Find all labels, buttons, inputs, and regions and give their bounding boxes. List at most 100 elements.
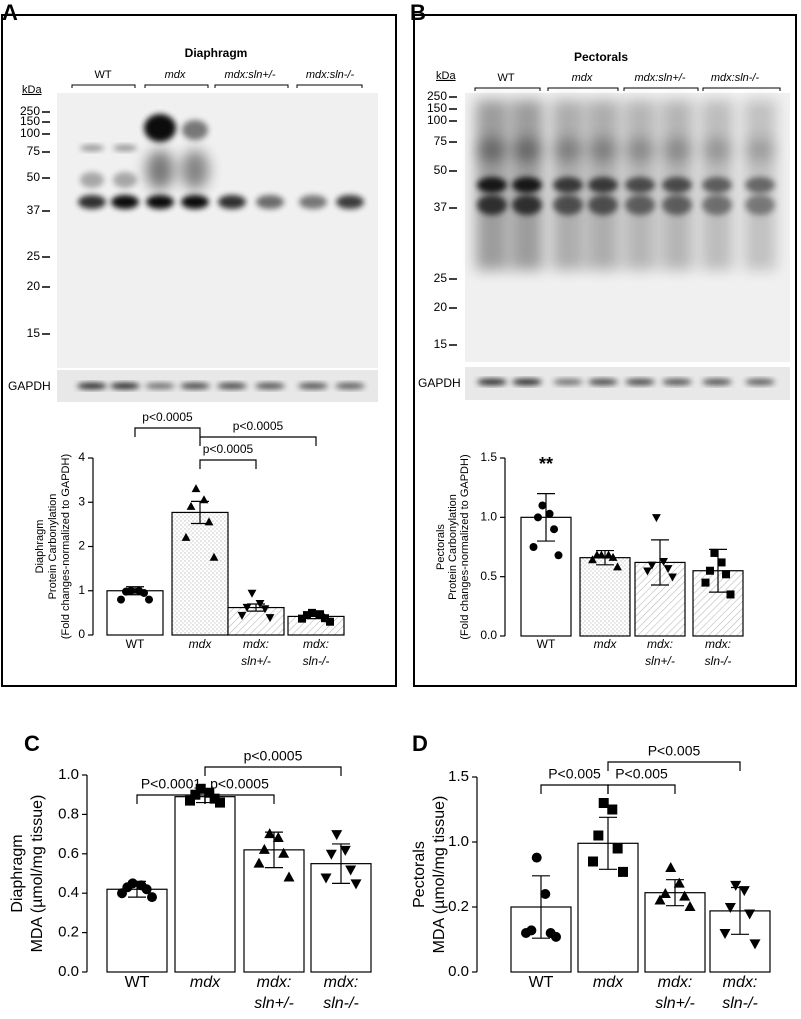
mw-marker-label: 37	[434, 200, 448, 214]
data-point	[278, 847, 290, 858]
data-point	[255, 599, 265, 608]
data-point	[612, 843, 623, 854]
lane-group-label: WT	[497, 72, 514, 84]
data-point	[242, 603, 252, 612]
bar	[227, 606, 285, 636]
data-point	[521, 928, 531, 938]
mw-marker-label: 20	[434, 300, 448, 314]
blot-band	[255, 383, 285, 389]
lane-group-bracket	[623, 87, 699, 91]
lane-group-label: mdx	[165, 69, 186, 81]
blot-band	[146, 195, 174, 209]
data-point	[592, 550, 602, 559]
blot-band	[589, 138, 617, 162]
blot-band	[113, 172, 137, 188]
data-point	[679, 890, 691, 901]
x-tick-label: WT	[537, 637, 556, 651]
data-point	[253, 857, 265, 868]
x-tick-label: mdx:	[723, 974, 758, 991]
x-tick-label: sln+/-	[655, 995, 695, 1012]
kda-label: kDa	[22, 84, 42, 96]
blot-band	[626, 138, 654, 162]
data-point	[538, 501, 547, 510]
data-point	[749, 939, 761, 950]
blot-band	[145, 383, 175, 389]
panel-letter: B	[410, 0, 426, 25]
x-tick-label: mdx	[593, 974, 624, 991]
data-point	[607, 804, 618, 815]
bar	[106, 590, 164, 636]
blot-band	[745, 195, 775, 215]
blot-band	[298, 383, 328, 389]
data-point	[308, 608, 316, 617]
data-point	[663, 565, 673, 574]
error-bar	[651, 539, 669, 586]
y-tick-label: 0	[78, 627, 85, 641]
mw-marker-label: 37	[27, 203, 41, 217]
x-tick-label: mdx	[594, 637, 618, 651]
mw-marker-label: 25	[434, 271, 448, 285]
y-tick-label: 1.0	[58, 766, 79, 783]
data-point	[673, 877, 685, 888]
blot-band	[477, 379, 507, 385]
data-point	[531, 852, 542, 863]
y-tick-label: 0.5	[480, 569, 497, 583]
mw-marker-label: 150	[20, 114, 40, 128]
panel-letter: C	[24, 731, 40, 756]
blot-band	[336, 195, 364, 209]
significance-bracket	[540, 784, 609, 794]
x-tick-label: sln+/-	[241, 654, 271, 668]
data-point	[724, 903, 736, 913]
x-tick-label: sln-/-	[303, 654, 330, 668]
blot-band	[625, 379, 655, 385]
data-point	[717, 558, 726, 567]
lane-group-bracket	[296, 84, 363, 88]
mw-marker-label: 100	[427, 113, 447, 127]
mw-marker-label: 50	[27, 170, 41, 184]
blot-band	[625, 195, 655, 215]
blot-band	[218, 195, 246, 209]
x-tick-label: mdx:	[243, 637, 269, 651]
data-point	[550, 525, 559, 534]
blot-band	[111, 195, 139, 209]
x-tick-label: sln-/-	[705, 654, 732, 668]
data-point	[147, 892, 157, 903]
x-tick-label: WT	[529, 974, 554, 991]
y-tick-label: 0.0	[480, 628, 497, 642]
blot-band	[513, 138, 541, 162]
significance-bracket	[204, 766, 342, 776]
y-tick-label: 1.0	[480, 510, 497, 524]
blot-band	[702, 195, 732, 215]
data-point	[209, 793, 220, 804]
bar	[243, 849, 305, 973]
mw-marker-label: 15	[27, 326, 41, 340]
blot-band	[662, 195, 692, 215]
panel-letter: D	[412, 731, 428, 756]
y-tick-label: 0.2	[448, 898, 469, 915]
data-point	[554, 551, 563, 560]
y-tick-label: 1.5	[480, 450, 497, 464]
blot-band	[588, 177, 618, 193]
y-axis-label: MDA (µmol/mg tissue)	[29, 795, 46, 953]
blot-band	[78, 195, 106, 209]
data-point	[618, 866, 628, 877]
data-point	[659, 888, 671, 898]
y-tick-label: 0.2	[58, 924, 79, 941]
x-tick-label: WT	[125, 974, 150, 991]
data-point	[331, 830, 343, 841]
data-point	[710, 548, 719, 557]
blot-title: Pectorals	[574, 50, 628, 64]
x-tick-label: mdx:	[324, 974, 359, 991]
blot-band	[80, 145, 104, 151]
blot-image	[57, 93, 378, 368]
blot-band	[553, 379, 583, 385]
blot-band	[477, 195, 507, 215]
data-point	[117, 888, 127, 899]
blot-band	[554, 138, 582, 162]
data-point	[540, 889, 551, 899]
data-point	[303, 611, 311, 620]
error-bar	[599, 816, 617, 870]
blot-band	[217, 383, 247, 389]
significance-label: p<0.0005	[244, 748, 303, 764]
blot-band	[512, 177, 542, 193]
